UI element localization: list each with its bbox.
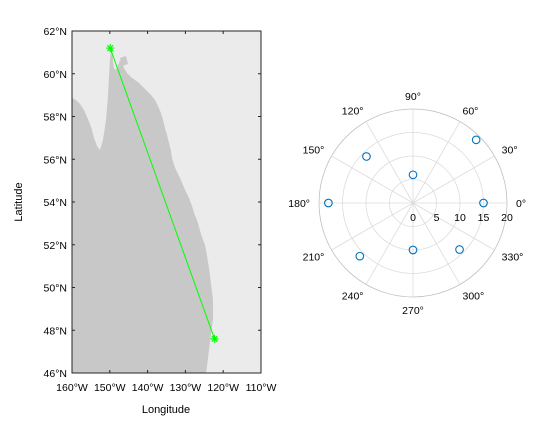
x-axis-label: Longitude <box>142 404 190 416</box>
island <box>96 160 103 172</box>
polar-grid-spoke <box>412 202 461 285</box>
y-tick-label: 56°N <box>44 154 67 166</box>
polar-data-point <box>408 170 418 180</box>
y-tick-label: 58°N <box>44 112 67 124</box>
polar-angle-label: 120° <box>342 105 364 117</box>
polar-angle-label: 30° <box>502 145 518 157</box>
x-tick-label: 110°W <box>246 382 277 394</box>
polar-radius-label: 15 <box>478 212 490 224</box>
y-tick-label: 48°N <box>44 325 67 337</box>
polar-data-point <box>355 251 365 261</box>
y-tick-label: 46°N <box>44 368 67 380</box>
y-tick-label: 50°N <box>44 283 67 295</box>
map-x-ticks: 160°W 150°W 140°W 130°W 120°W 110°W <box>56 31 277 394</box>
polar-angle-label: 240° <box>342 291 364 303</box>
polar-radius-label: 10 <box>454 212 466 224</box>
polar-angle-labels: 0° 30° 60° 90° 120° 150° 180° 210° 240° 270° 300° 3… <box>288 91 526 317</box>
y-tick-label: 60°N <box>44 69 67 81</box>
polar-data-point <box>479 198 488 208</box>
y-axis-label: Latitude <box>13 182 25 221</box>
x-tick-label: 160°W <box>56 382 88 394</box>
y-tick-label: 62°N <box>44 26 67 38</box>
polar-radius-label: 0 <box>410 212 416 224</box>
polar-angle-label: 210° <box>303 252 325 264</box>
polar-grid <box>318 108 508 298</box>
polar-radius-label: 5 <box>434 212 440 224</box>
map-y-ticks: 46°N 48°N 50°N 52°N 54°N 56°N 58°N 60°N 62°N <box>44 26 261 380</box>
polar-angle-label: 150° <box>303 145 325 157</box>
polar-grid-spoke <box>412 155 495 204</box>
polar-grid-spoke <box>331 155 414 204</box>
polar-grid-spoke <box>412 202 495 251</box>
polar-axes: 0° 30° 60° 90° 120° 150° 180° 210° 240° 270° 300° 3… <box>288 91 526 317</box>
polar-data-points <box>324 135 488 261</box>
polar-data-point <box>455 245 464 254</box>
polar-data-point <box>362 152 371 161</box>
island <box>196 236 202 246</box>
polar-angle-label: 90° <box>405 91 421 103</box>
polar-data-point <box>471 135 481 145</box>
polar-angle-label: 300° <box>463 291 485 303</box>
polar-radius-label: 20 <box>501 212 513 224</box>
polar-angle-label: 0° <box>516 198 526 210</box>
polar-radius-labels: 0 5 10 15 20 <box>410 212 513 224</box>
x-tick-label: 150°W <box>94 382 126 394</box>
polar-data-point <box>408 245 418 255</box>
island <box>78 170 88 186</box>
x-tick-label: 130°W <box>170 382 202 394</box>
polar-angle-label: 60° <box>463 105 479 117</box>
polar-grid-spoke <box>365 202 414 285</box>
polar-grid-spoke <box>365 121 414 204</box>
polar-angle-label: 180° <box>288 198 310 210</box>
polar-grid-spoke <box>412 121 461 204</box>
x-tick-label: 140°W <box>132 382 164 394</box>
x-tick-label: 120°W <box>207 382 239 394</box>
route-end-marker <box>210 334 219 343</box>
route-line <box>109 47 215 339</box>
y-tick-label: 52°N <box>44 240 67 252</box>
route-start-marker <box>106 44 115 53</box>
map-axes: 160°W 150°W 140°W 130°W 120°W 110°W 46°N 48°N 5… <box>13 26 277 416</box>
y-tick-label: 54°N <box>44 197 67 209</box>
polar-grid-spoke <box>331 202 414 251</box>
island <box>186 204 193 218</box>
polar-angle-label: 330° <box>502 252 524 264</box>
island <box>120 56 128 66</box>
land-mass <box>72 48 213 373</box>
polar-data-point <box>324 198 333 208</box>
polar-angle-label: 270° <box>402 305 424 317</box>
